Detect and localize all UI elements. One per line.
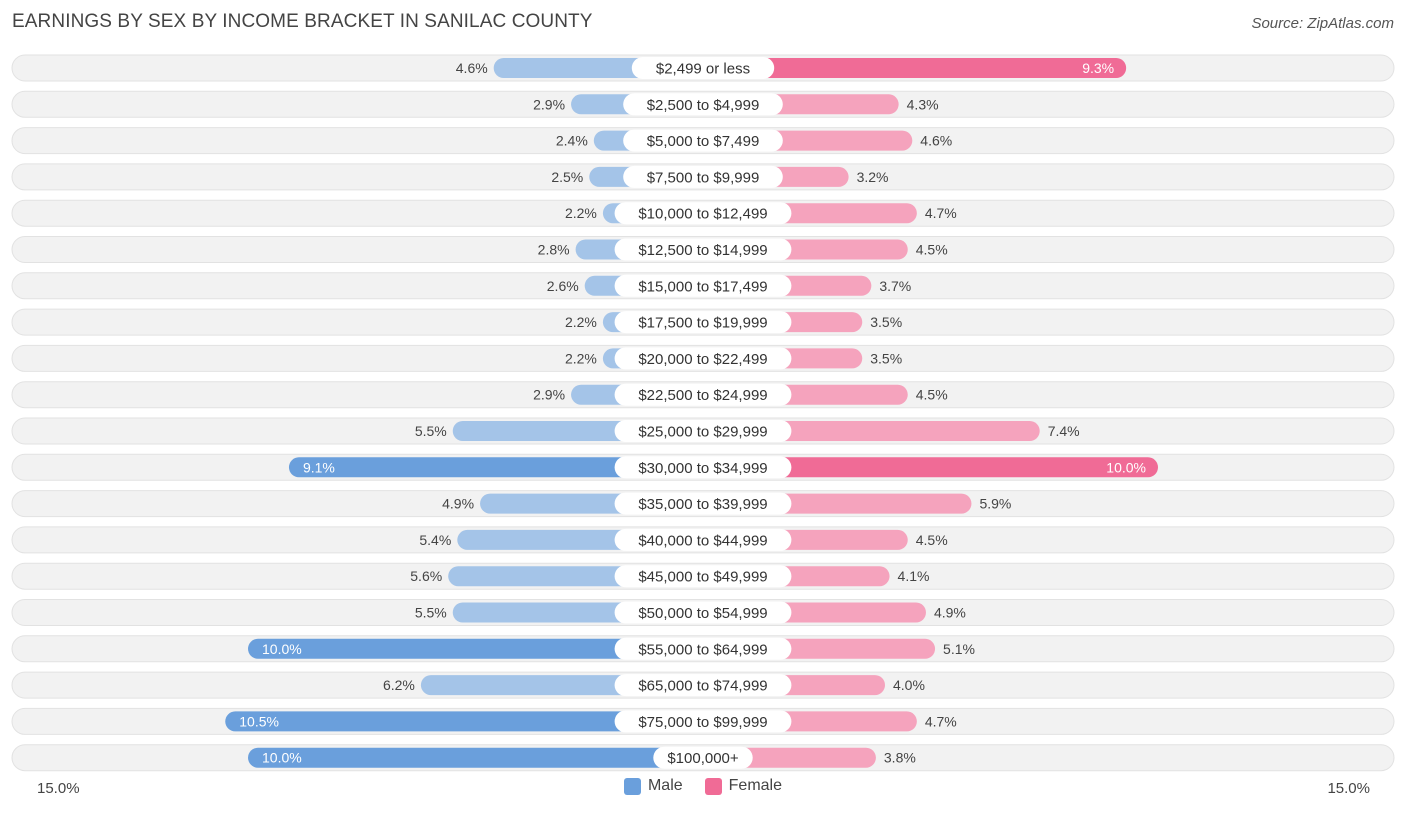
female-value-label: 4.6% (920, 133, 952, 149)
female-value-label: 10.0% (1106, 459, 1146, 475)
female-value-label: 4.9% (934, 605, 966, 621)
category-label: $22,500 to $24,999 (638, 387, 767, 404)
male-value-label: 2.9% (533, 96, 565, 112)
category-label: $40,000 to $44,999 (638, 532, 767, 549)
category-label: $35,000 to $39,999 (638, 496, 767, 513)
category-pill (614, 492, 792, 515)
category-label: $55,000 to $64,999 (638, 641, 767, 658)
female-value-label: 9.3% (1082, 60, 1114, 76)
male-value-label: 4.9% (442, 496, 474, 512)
category-label: $7,500 to $9,999 (647, 169, 760, 186)
male-bar[interactable] (248, 747, 703, 768)
male-value-label: 2.2% (565, 314, 597, 330)
category-label: $20,000 to $22,499 (638, 351, 767, 368)
female-value-label: 7.4% (1048, 423, 1080, 439)
female-value-label: 5.9% (979, 496, 1011, 512)
legend-item-female[interactable]: Female (704, 777, 783, 795)
female-value-label: 5.1% (943, 641, 975, 657)
category-pill (614, 456, 792, 479)
male-value-label: 5.6% (410, 568, 442, 584)
male-value-label: 5.4% (419, 532, 451, 548)
male-value-label: 4.6% (456, 60, 488, 76)
male-value-label: 9.1% (303, 459, 335, 475)
male-value-label: 5.5% (415, 423, 447, 439)
female-swatch (704, 777, 722, 795)
category-pill (614, 565, 792, 588)
category-label: $15,000 to $17,499 (638, 278, 767, 295)
female-value-label: 4.7% (925, 205, 957, 221)
female-value-label: 4.5% (916, 242, 948, 258)
category-pill (623, 93, 783, 116)
category-pill (614, 383, 792, 406)
female-value-label: 4.5% (916, 387, 948, 403)
male-bar[interactable] (248, 638, 703, 659)
category-pill (623, 129, 783, 152)
category-pill (614, 420, 792, 442)
legend-label-male: Male (647, 777, 683, 794)
female-bar[interactable] (703, 58, 1127, 78)
category-pill (614, 601, 792, 624)
chart-area: 4.6% 9.3% $2,499 or less 2.9% 4.3% $2,500 to … (11, 54, 1395, 772)
female-value-label: 3.7% (879, 278, 911, 294)
category-pill (614, 347, 792, 370)
category-pill (614, 710, 792, 733)
category-label: $17,500 to $19,999 (638, 315, 767, 332)
female-value-label: 4.0% (893, 677, 925, 693)
male-swatch (623, 777, 641, 795)
legend-item-male[interactable]: Male (623, 777, 683, 795)
male-value-label: 5.5% (415, 605, 447, 621)
female-value-label: 3.8% (884, 750, 916, 766)
male-value-label: 2.4% (556, 133, 588, 149)
category-label: $30,000 to $34,999 (638, 460, 767, 477)
category-pill (614, 528, 792, 551)
category-pill (631, 57, 775, 79)
category-label: $12,500 to $14,999 (638, 242, 767, 259)
category-pill (623, 165, 783, 188)
chart-title: EARNINGS BY SEX BY INCOME BRACKET IN SAN… (12, 11, 593, 32)
female-value-label: 4.5% (916, 532, 948, 548)
male-value-label: 2.2% (565, 205, 597, 221)
female-value-label: 4.7% (925, 713, 957, 729)
category-pill (653, 746, 753, 769)
male-value-label: 2.5% (551, 169, 583, 185)
legend-label-female: Female (728, 777, 783, 794)
male-value-label: 6.2% (383, 677, 415, 693)
category-label: $45,000 to $49,999 (638, 569, 767, 586)
category-label: $25,000 to $29,999 (638, 424, 767, 441)
female-value-label: 4.3% (907, 96, 939, 112)
category-label: $75,000 to $99,999 (638, 714, 767, 731)
male-value-label: 2.2% (565, 350, 597, 366)
category-label: $100,000+ (667, 750, 739, 767)
legend: Male Female (0, 777, 1406, 795)
category-pill (614, 238, 792, 261)
category-label: $10,000 to $12,499 (638, 206, 767, 223)
category-label: $2,499 or less (656, 61, 750, 78)
male-value-label: 10.0% (262, 750, 302, 766)
female-value-label: 4.1% (898, 568, 930, 584)
source-credit[interactable]: Source: ZipAtlas.com (1251, 15, 1394, 32)
category-label: $5,000 to $7,499 (647, 133, 760, 150)
male-value-label: 10.0% (262, 641, 302, 657)
category-label: $2,500 to $4,999 (647, 97, 760, 114)
category-pill (614, 637, 792, 660)
axis-max-label: 15.0% (1327, 780, 1370, 797)
category-label: $50,000 to $54,999 (638, 605, 767, 622)
male-value-label: 2.6% (547, 278, 579, 294)
female-value-label: 3.5% (870, 350, 902, 366)
female-value-label: 3.2% (857, 169, 889, 185)
category-pill (614, 202, 792, 225)
female-value-label: 3.5% (870, 314, 902, 330)
male-value-label: 10.5% (239, 713, 279, 729)
axis-min-label: 15.0% (37, 780, 80, 797)
category-pill (614, 311, 792, 334)
male-bar[interactable] (225, 711, 703, 732)
category-pill (614, 274, 792, 297)
male-bar[interactable] (288, 457, 703, 478)
female-bar[interactable] (703, 457, 1158, 478)
category-label: $65,000 to $74,999 (638, 678, 767, 695)
male-value-label: 2.8% (538, 242, 570, 258)
male-value-label: 2.9% (533, 387, 565, 403)
category-pill (614, 674, 792, 697)
